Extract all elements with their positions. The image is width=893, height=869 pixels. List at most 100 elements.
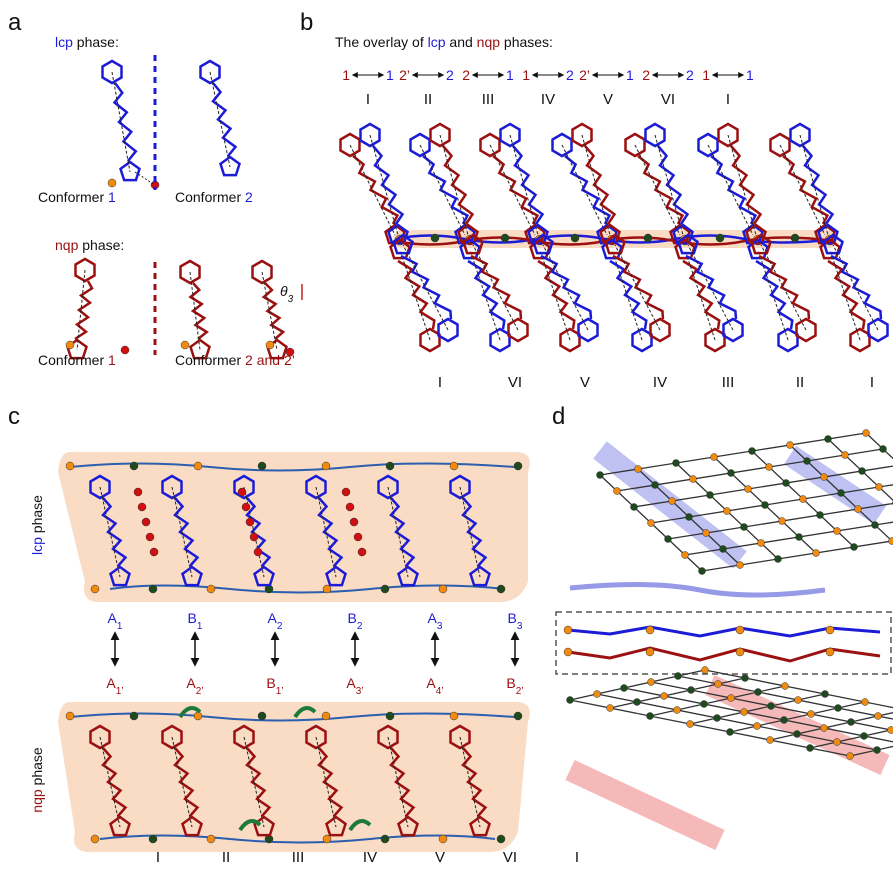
unit-label-part: 2 — [277, 621, 283, 632]
unit-label: A3 — [428, 610, 443, 632]
atom — [703, 530, 710, 537]
atom — [322, 462, 330, 470]
unit-label: B1’ — [266, 675, 283, 697]
atom — [665, 536, 672, 543]
atom — [779, 518, 786, 525]
atom — [564, 648, 572, 656]
panel-title-part: The overlay of — [335, 34, 428, 50]
pair-right: 1 — [506, 67, 514, 83]
dash — [112, 72, 130, 172]
atom — [728, 695, 735, 702]
atom — [358, 548, 366, 556]
pair-right: 1 — [386, 67, 394, 83]
atom — [631, 504, 638, 511]
atom — [875, 713, 882, 720]
phase-side-label: lcp phase — [29, 495, 45, 555]
unit-label: B1 — [188, 610, 203, 632]
panel-letter: b — [300, 9, 313, 36]
atom — [888, 727, 893, 734]
roman-label: I — [726, 91, 730, 108]
unit-label-part: 1’ — [276, 686, 284, 697]
atom — [817, 512, 824, 519]
chain — [443, 146, 473, 224]
atom — [821, 725, 828, 732]
unit-label-part: 1 — [197, 621, 203, 632]
atom — [450, 712, 458, 720]
atom — [66, 462, 74, 470]
phase-side-label: nqp phase — [29, 747, 45, 813]
atom — [834, 528, 841, 535]
chain — [828, 261, 864, 329]
atom — [767, 737, 774, 744]
atom — [238, 488, 246, 496]
conformer-label-part: 1 — [108, 352, 116, 368]
atom — [346, 503, 354, 511]
chain — [803, 146, 833, 224]
atom — [758, 540, 765, 547]
pair-right: 1 — [626, 67, 634, 83]
phase-side-label-part: nqp — [29, 789, 45, 813]
chain — [731, 146, 761, 224]
conformer-label: Conformer 2 and 2’ — [175, 352, 295, 368]
phase-heading-part: phase: — [78, 237, 124, 253]
unit-label: A3’ — [346, 675, 363, 697]
atom — [826, 626, 834, 634]
atom — [687, 721, 694, 728]
atom — [644, 234, 652, 242]
atom — [134, 488, 142, 496]
atom — [834, 739, 841, 746]
atom — [863, 430, 870, 437]
atom — [634, 699, 641, 706]
atom — [439, 835, 447, 843]
panel-letter: d — [552, 403, 565, 430]
atom — [142, 518, 150, 526]
chain — [115, 83, 136, 161]
highlight — [790, 455, 880, 515]
panel-letter: c — [8, 403, 20, 430]
unit-label-part: 3 — [517, 621, 523, 632]
highlight — [570, 770, 720, 840]
atom — [350, 518, 358, 526]
atom — [614, 488, 621, 495]
atom — [736, 648, 744, 656]
atom — [669, 498, 676, 505]
atom — [851, 544, 858, 551]
atom — [607, 705, 614, 712]
roman-label: IV — [541, 91, 555, 108]
atom — [754, 723, 761, 730]
atom — [791, 234, 799, 242]
roman-label: I — [438, 374, 442, 391]
conformer-label-part: Conformer — [175, 189, 245, 205]
atom — [782, 683, 789, 690]
chain — [683, 261, 719, 329]
conformer-label: Conformer 1 — [38, 189, 116, 205]
atom — [146, 533, 154, 541]
atom — [737, 562, 744, 569]
atom — [386, 462, 394, 470]
unit-label-part: B — [188, 610, 197, 626]
atom — [855, 506, 862, 513]
atom — [775, 556, 782, 563]
atom — [842, 452, 849, 459]
atom — [807, 745, 814, 752]
atom — [880, 446, 887, 453]
roman-label: III — [722, 374, 735, 391]
atom — [91, 835, 99, 843]
atom — [716, 234, 724, 242]
conformer-label-part: 2 — [245, 189, 253, 205]
atom — [66, 712, 74, 720]
roman-label: V — [603, 91, 613, 108]
atom — [450, 462, 458, 470]
phase-heading: nqp phase: — [55, 237, 124, 253]
atom — [826, 648, 834, 656]
atom — [130, 462, 138, 470]
conformer-label-part: Conformer — [38, 352, 108, 368]
atom — [149, 835, 157, 843]
roman-label: I — [870, 374, 874, 391]
atom — [872, 522, 879, 529]
atom — [646, 648, 654, 656]
atom — [567, 697, 574, 704]
atom — [514, 712, 522, 720]
atom — [648, 520, 655, 527]
atom — [690, 476, 697, 483]
